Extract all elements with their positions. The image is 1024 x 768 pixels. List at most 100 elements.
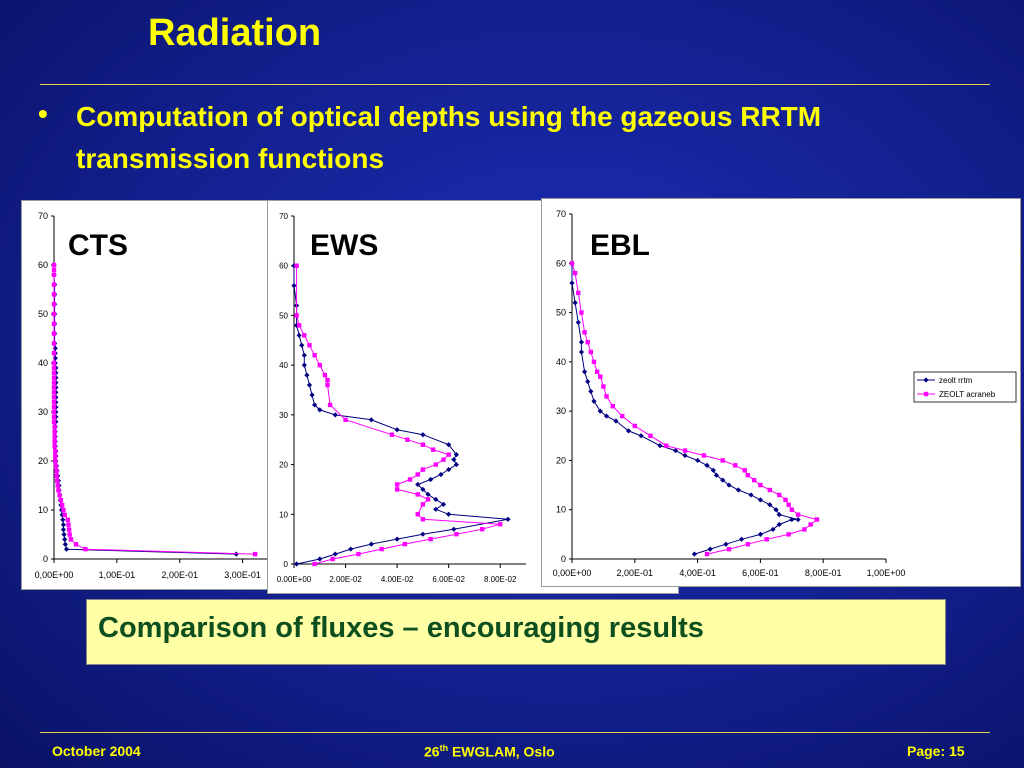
data-point: [394, 487, 400, 492]
data-point: [451, 457, 457, 463]
data-point: [57, 493, 62, 498]
data-point: [620, 413, 625, 419]
y-tick-label: 50: [279, 311, 288, 320]
data-point: [301, 352, 307, 358]
data-point: [726, 482, 732, 488]
y-tick-label: 50: [38, 309, 48, 319]
data-point: [51, 331, 57, 336]
data-point: [479, 527, 485, 532]
data-point: [51, 321, 57, 326]
series-line: [53, 265, 237, 555]
data-point: [420, 502, 426, 507]
data-point: [356, 551, 361, 557]
chart-label: EBL: [590, 229, 650, 262]
data-point: [294, 313, 299, 318]
data-point: [52, 345, 58, 351]
data-point: [767, 502, 773, 508]
data-point: [317, 556, 323, 562]
data-point: [710, 467, 716, 473]
legend-label: ZEOLT acraneb: [939, 390, 996, 399]
data-point: [588, 349, 594, 355]
data-point: [304, 372, 310, 378]
data-point: [576, 290, 581, 296]
footer-event-number: 26: [424, 743, 440, 760]
data-point: [582, 330, 587, 335]
data-point: [330, 556, 335, 562]
data-point: [53, 458, 58, 464]
conclusion-box: Comparison of fluxes – encouraging resul…: [86, 599, 946, 665]
chart-panel-ebl: 0 10 20 30 40 50 60 70 0,00E+00 2,00E-01 4,00E-01 6…: [541, 198, 1021, 587]
data-point: [61, 531, 67, 538]
y-tick-label: 20: [279, 461, 288, 470]
data-point: [440, 501, 447, 507]
data-point: [52, 429, 57, 434]
footer-event-name: EWGLAM, Oslo: [448, 743, 555, 760]
data-point: [51, 311, 57, 317]
data-point: [453, 461, 459, 468]
y-tick-label: 10: [38, 505, 48, 515]
data-point: [63, 546, 70, 552]
data-point: [66, 527, 72, 532]
legend-swatch-marker: [923, 391, 929, 397]
data-point: [808, 522, 813, 527]
data-point: [657, 443, 663, 449]
data-point: [59, 502, 65, 508]
chart-cts: 0 10 20 30 40 50 60 70 0,00E+00 1,00E-01 2,00E-01 3…: [35, 211, 274, 580]
data-point: [451, 526, 457, 532]
data-point: [307, 343, 312, 348]
data-point: [767, 487, 773, 493]
data-point: [420, 531, 426, 537]
data-point: [51, 404, 57, 410]
data-point: [726, 546, 732, 552]
y-tick-label: 20: [556, 455, 566, 465]
data-point: [51, 360, 57, 366]
data-point: [415, 512, 420, 517]
data-point: [83, 547, 88, 552]
x-tick-label: 6.00E-02: [432, 575, 465, 584]
data-point: [312, 353, 317, 358]
data-point: [65, 517, 71, 522]
data-point: [433, 506, 439, 512]
data-point: [569, 261, 575, 266]
data-point: [585, 378, 591, 385]
data-point: [420, 442, 426, 447]
data-point: [52, 434, 57, 439]
y-tick-label: 10: [556, 505, 566, 515]
data-point: [348, 546, 354, 552]
data-point: [707, 546, 713, 552]
data-point: [54, 468, 59, 473]
data-point: [325, 382, 330, 388]
data-point: [51, 375, 57, 380]
data-point: [598, 374, 603, 379]
data-point: [704, 462, 710, 468]
data-point: [588, 388, 594, 395]
chart-label: EWS: [310, 229, 378, 262]
data-point: [433, 496, 439, 502]
data-point: [405, 437, 410, 442]
data-point: [438, 471, 444, 478]
data-point: [317, 407, 323, 413]
data-point: [613, 418, 619, 424]
data-point: [51, 395, 57, 400]
data-point: [786, 502, 791, 507]
data-point: [610, 404, 616, 409]
data-point: [402, 541, 408, 547]
data-point: [720, 458, 725, 463]
legend-label: zeolt rrtm: [939, 376, 973, 385]
data-point: [498, 522, 503, 527]
data-point: [578, 339, 585, 345]
x-tick-label: 3,00E-01: [224, 570, 261, 580]
data-point: [420, 432, 426, 438]
data-point: [701, 453, 707, 458]
data-point: [691, 551, 698, 557]
footer-page: Page: 15: [907, 743, 965, 759]
data-point: [757, 531, 763, 537]
data-point: [425, 491, 431, 497]
footer-date: October 2004: [52, 743, 141, 759]
data-point: [572, 270, 578, 276]
x-tick-label: 0.00E+00: [277, 575, 312, 584]
x-tick-label: 6,00E-01: [742, 568, 779, 578]
x-tick-label: 8,00E-01: [805, 568, 842, 578]
data-point: [325, 377, 330, 383]
data-point: [394, 427, 400, 433]
